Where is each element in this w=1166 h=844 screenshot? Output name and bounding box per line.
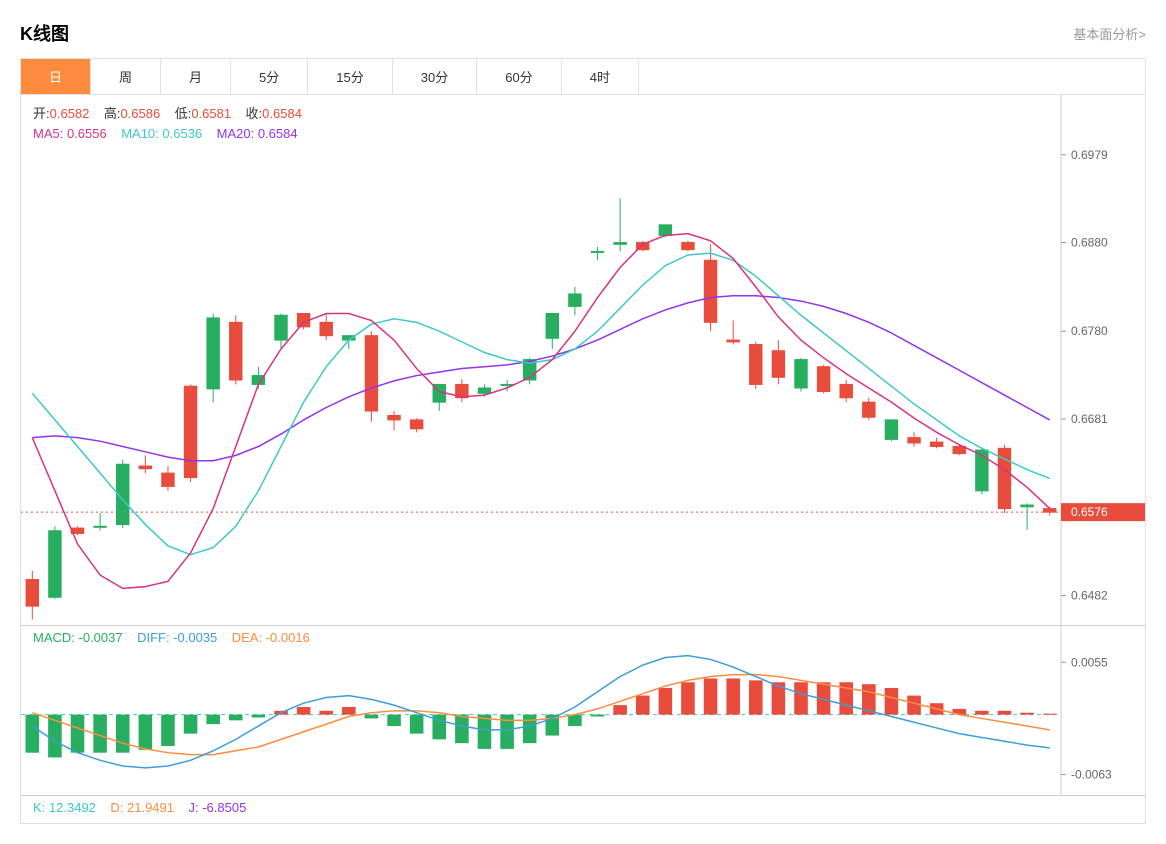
timeframe-tab[interactable]: 15分: [308, 59, 392, 94]
low-value: 0.6581: [191, 106, 231, 121]
svg-text:-0.0063: -0.0063: [1071, 768, 1112, 782]
j-value: -6.8505: [202, 800, 246, 815]
ma20-label: MA20:: [217, 126, 255, 141]
macd-svg: -0.0063 0.0055: [21, 626, 1145, 796]
candlestick-chart[interactable]: 开:0.6582 高:0.6586 低:0.6581 收:0.6584 MA5:…: [21, 95, 1145, 625]
svg-text:0.0055: 0.0055: [1071, 655, 1108, 669]
timeframe-tab[interactable]: 月: [161, 59, 231, 94]
svg-text:0.6576: 0.6576: [1071, 505, 1108, 519]
dea-value: -0.0016: [266, 630, 310, 645]
timeframe-tab[interactable]: 5分: [231, 59, 308, 94]
timeframe-tab[interactable]: 日: [21, 59, 91, 94]
chart-container: 日周月5分15分30分60分4时 开:0.6582 高:0.6586 低:0.6…: [20, 58, 1146, 824]
timeframe-tab[interactable]: 周: [91, 59, 161, 94]
macd-panel[interactable]: MACD: -0.0037 DIFF: -0.0035 DEA: -0.0016…: [21, 625, 1145, 795]
k-label: K:: [33, 800, 45, 815]
timeframe-tab[interactable]: 4时: [562, 59, 639, 94]
candlestick-svg: 0.6482 0.6576 0.6681 0.6780 0.6880 0.6979 0.65…: [21, 95, 1145, 625]
svg-text:0.6681: 0.6681: [1071, 412, 1108, 426]
macd-label: MACD:: [33, 630, 75, 645]
j-label: J:: [188, 800, 198, 815]
open-value: 0.6582: [50, 106, 90, 121]
high-label: 高:: [104, 106, 121, 121]
macd-value: -0.0037: [79, 630, 123, 645]
svg-text:0.6880: 0.6880: [1071, 236, 1108, 250]
ma5-value: 0.6556: [67, 126, 107, 141]
page-title: K线图: [20, 20, 69, 46]
ohlc-info-bar: 开:0.6582 高:0.6586 低:0.6581 收:0.6584 MA5:…: [33, 103, 302, 145]
header: K线图 基本面分析>: [20, 20, 1146, 46]
ma10-value: 0.6536: [162, 126, 202, 141]
ma20-value: 0.6584: [258, 126, 298, 141]
svg-text:0.6780: 0.6780: [1071, 324, 1108, 338]
dea-label: DEA:: [232, 630, 262, 645]
ma5-label: MA5:: [33, 126, 63, 141]
d-label: D:: [110, 800, 123, 815]
svg-text:0.6482: 0.6482: [1071, 588, 1108, 602]
diff-label: DIFF:: [137, 630, 170, 645]
close-value: 0.6584: [262, 106, 302, 121]
kdj-info-bar: K: 12.3492 D: 21.9491 J: -6.8505: [33, 800, 246, 815]
ma10-label: MA10:: [121, 126, 159, 141]
close-label: 收:: [246, 106, 263, 121]
timeframe-tabs: 日周月5分15分30分60分4时: [21, 59, 1145, 95]
k-value: 12.3492: [49, 800, 96, 815]
analysis-link[interactable]: 基本面分析>: [1073, 24, 1146, 43]
d-value: 21.9491: [127, 800, 174, 815]
svg-text:0.6979: 0.6979: [1071, 148, 1108, 162]
macd-info-bar: MACD: -0.0037 DIFF: -0.0035 DEA: -0.0016: [33, 630, 310, 645]
high-value: 0.6586: [120, 106, 160, 121]
low-label: 低:: [175, 106, 192, 121]
timeframe-tab[interactable]: 60分: [477, 59, 561, 94]
kdj-panel[interactable]: K: 12.3492 D: 21.9491 J: -6.8505: [21, 795, 1145, 823]
diff-value: -0.0035: [173, 630, 217, 645]
timeframe-tab[interactable]: 30分: [393, 59, 477, 94]
open-label: 开:: [33, 106, 50, 121]
